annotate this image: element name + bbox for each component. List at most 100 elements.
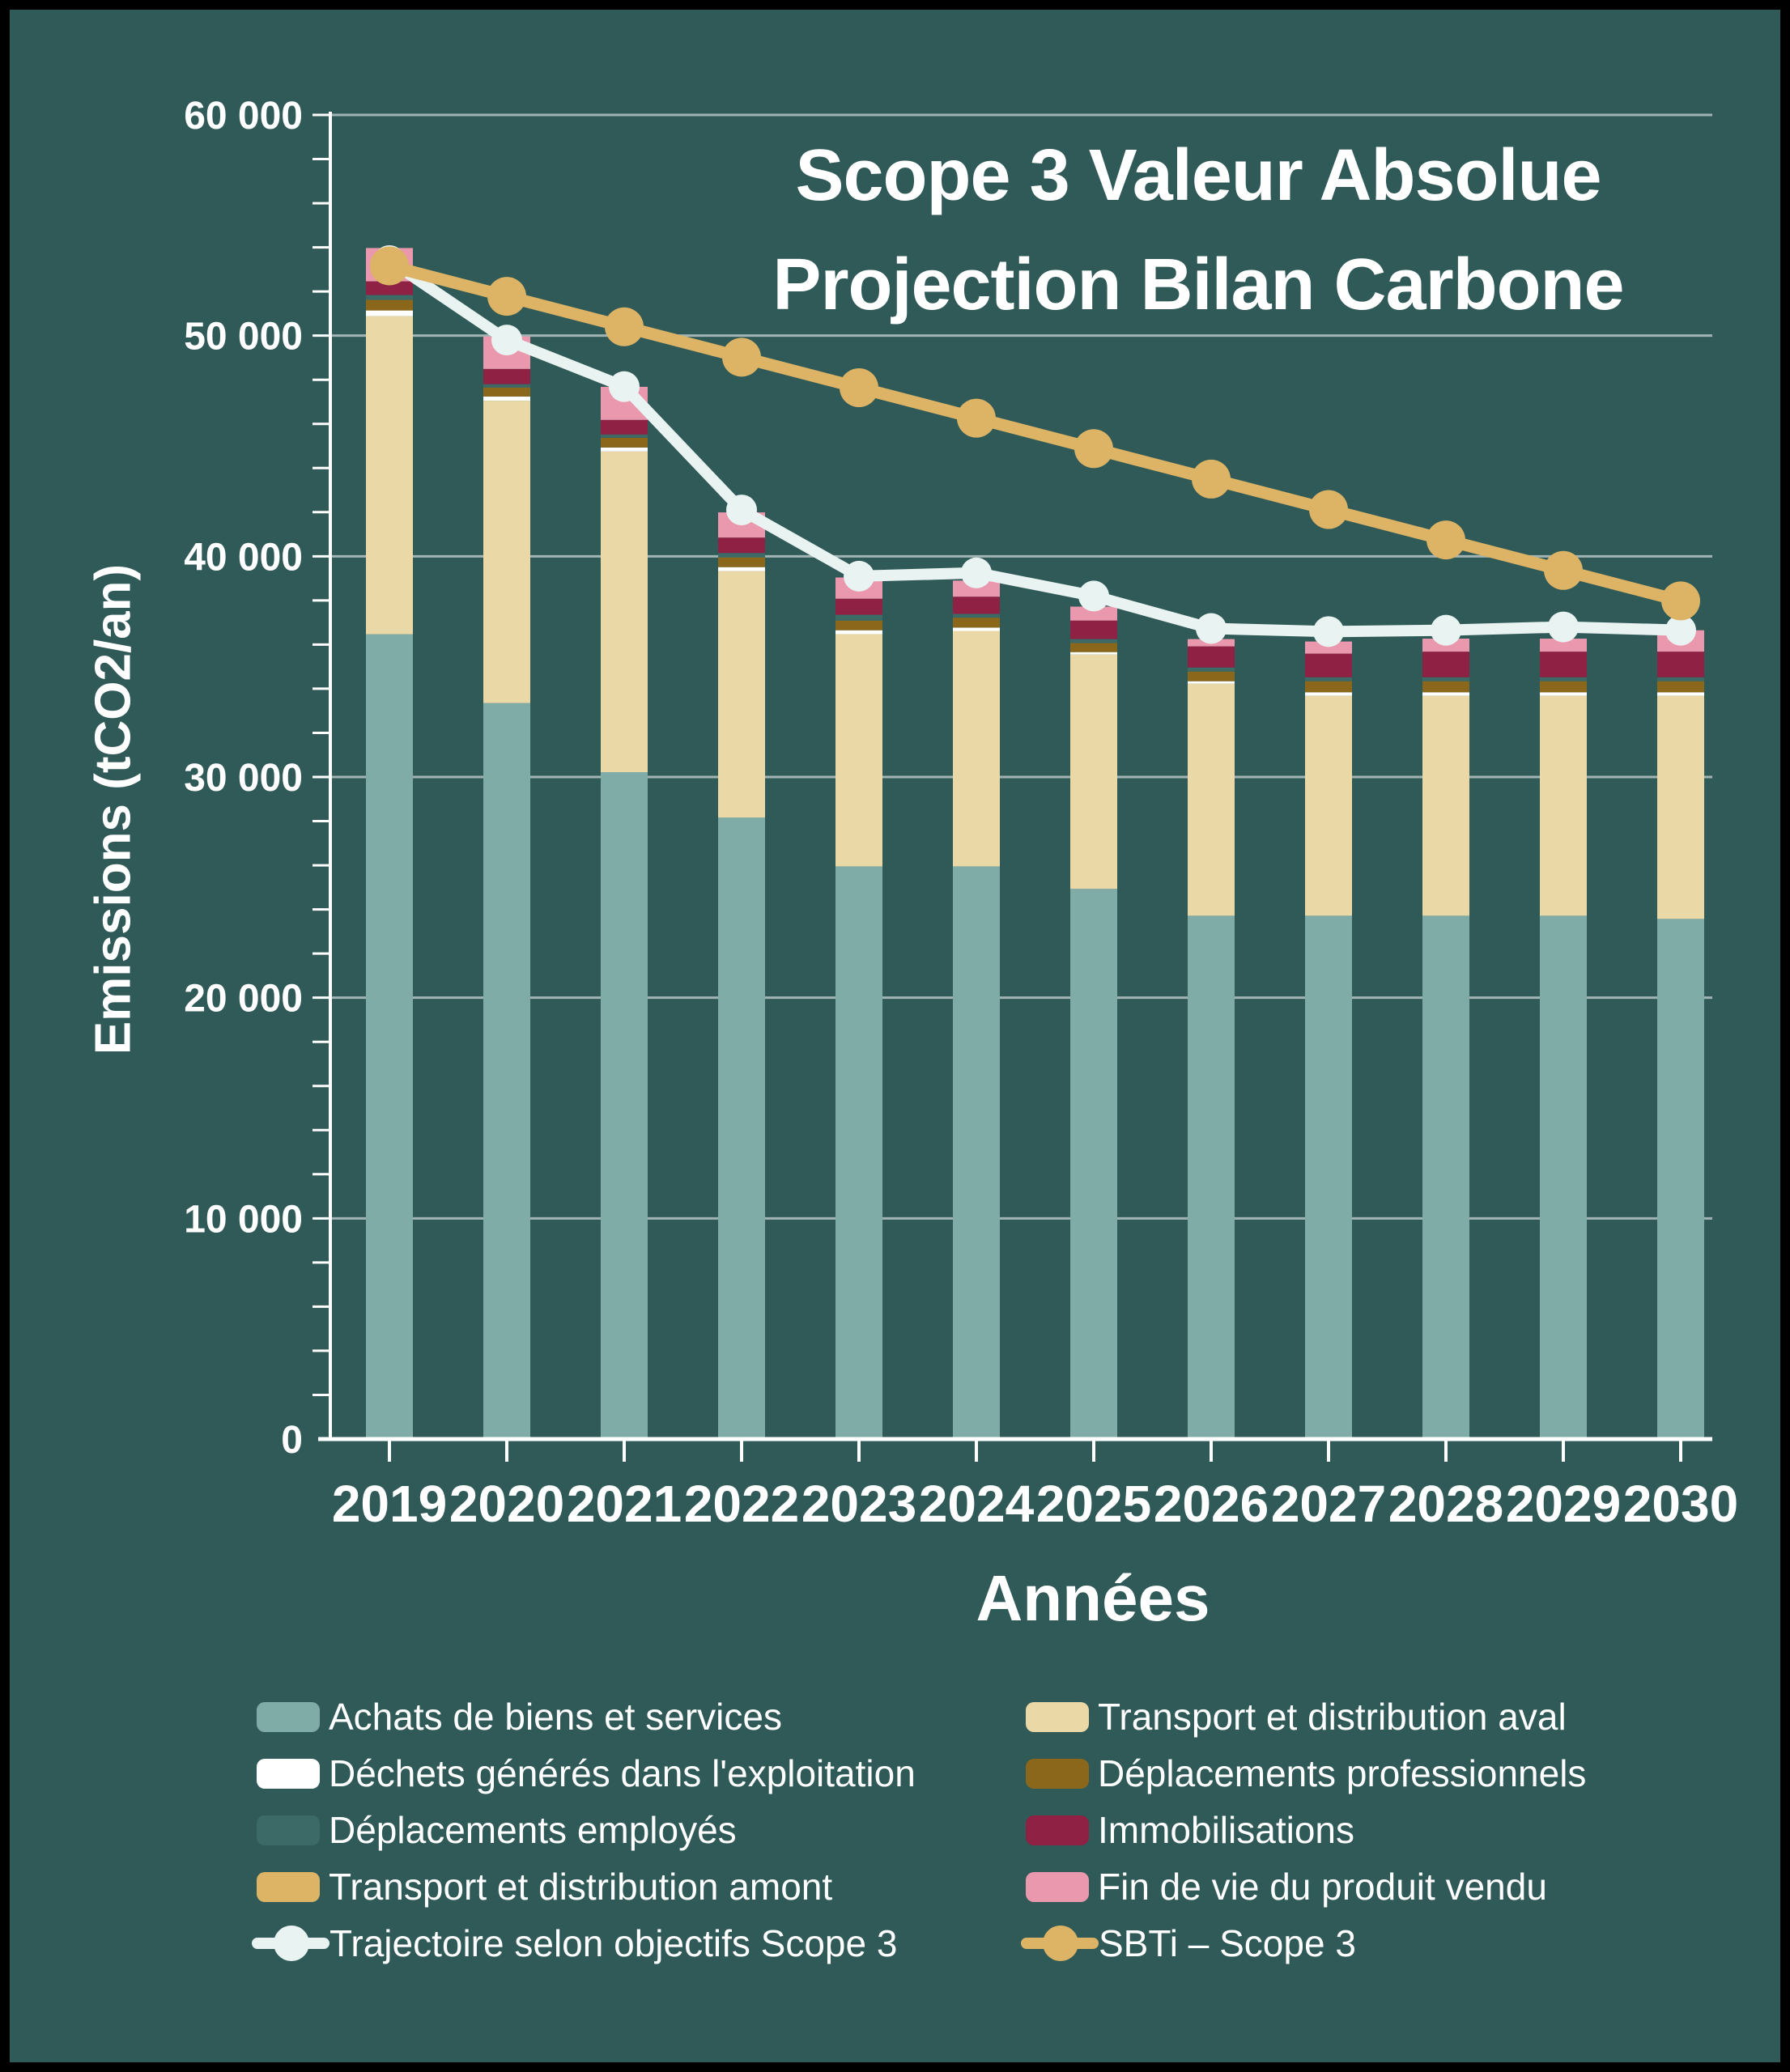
chart-title-line1: Scope 3 Valeur Absolue xyxy=(795,135,1601,216)
bar-segment xyxy=(483,703,530,1439)
bar-segment xyxy=(1540,692,1587,696)
bar-segment xyxy=(1070,643,1117,652)
series-marker xyxy=(726,495,757,526)
bar-segment xyxy=(601,419,648,435)
legend-label: Transport et distribution amont xyxy=(329,1866,833,1908)
chart-title-line2: Projection Bilan Carbone xyxy=(772,244,1624,325)
bar-segment xyxy=(1422,681,1469,693)
series-marker xyxy=(961,557,992,588)
bar-segment xyxy=(1657,692,1704,696)
series-marker xyxy=(1426,520,1465,560)
bar-segment xyxy=(1188,915,1235,1439)
y-tick-label: 40 000 xyxy=(184,536,303,579)
legend-item: Transport et distribution amont xyxy=(257,1858,916,1915)
legend-label: Fin de vie du produit vendu xyxy=(1098,1866,1547,1908)
bar-segment xyxy=(601,772,648,1439)
series-marker xyxy=(957,398,996,438)
bar-segment xyxy=(1540,639,1587,652)
bar-segment xyxy=(1657,652,1704,677)
bar-segment xyxy=(1540,915,1587,1439)
bar-segment xyxy=(1305,915,1352,1439)
legend-label: Transport et distribution aval xyxy=(1098,1696,1567,1738)
legend-item: SBTi – Scope 3 xyxy=(1021,1915,1586,1972)
y-tick-label: 0 xyxy=(281,1419,303,1462)
x-tick-label: 2021 xyxy=(567,1475,682,1533)
bar-segment xyxy=(1657,695,1704,919)
bar-segment xyxy=(835,866,882,1439)
bar-segment xyxy=(1305,692,1352,696)
legend-line-marker xyxy=(1021,1926,1099,1961)
bar-segment xyxy=(366,299,413,311)
y-axis-label: Emissions (tCO2/an) xyxy=(85,563,142,1055)
x-tick-label: 2022 xyxy=(684,1475,799,1533)
series-marker xyxy=(1661,581,1700,621)
x-axis-label: Années xyxy=(976,1562,1210,1634)
bar-segment xyxy=(1422,692,1469,696)
y-tick-label: 50 000 xyxy=(184,316,303,359)
y-tick-label: 30 000 xyxy=(184,757,303,800)
bar-segment xyxy=(1305,653,1352,677)
bar-segment xyxy=(1070,639,1117,643)
bar-segment xyxy=(953,614,1000,618)
legend-swatch xyxy=(257,1701,320,1732)
series-marker xyxy=(609,371,640,402)
bar-segment xyxy=(718,571,765,818)
legend-label: Achats de biens et services xyxy=(329,1696,782,1738)
bar-segment xyxy=(835,634,882,867)
bar-segment xyxy=(1188,646,1235,668)
bar-segment xyxy=(1422,677,1469,681)
bar-segment xyxy=(1540,652,1587,677)
bar-segment xyxy=(1188,671,1235,681)
bar-segment xyxy=(1070,889,1117,1439)
legend-item: Fin de vie du produit vendu xyxy=(1026,1858,1586,1915)
bar-segment xyxy=(1070,652,1117,655)
series-line xyxy=(383,260,1687,607)
legend-swatch xyxy=(257,1871,320,1902)
x-tick-label: 2023 xyxy=(801,1475,916,1533)
legend-label: Trajectoire selon objectifs Scope 3 xyxy=(330,1922,898,1964)
bar-segment xyxy=(1657,681,1704,693)
series-marker xyxy=(844,560,874,592)
legend-item: Déchets générés dans l'exploitation xyxy=(257,1745,916,1802)
legend-label: Déplacements professionnels xyxy=(1098,1752,1587,1794)
series-marker xyxy=(491,325,522,356)
series-marker xyxy=(1313,616,1344,648)
legend-swatch xyxy=(257,1815,320,1845)
bar-segment xyxy=(601,447,648,452)
bar-segment xyxy=(483,396,530,401)
y-tick-label: 60 000 xyxy=(184,95,303,138)
x-tick-label: 2027 xyxy=(1271,1475,1386,1533)
bar-segment xyxy=(1657,677,1704,681)
bar-segment xyxy=(366,316,413,635)
bar-segment xyxy=(718,557,765,567)
bar-segment xyxy=(483,401,530,703)
legend-label: Déchets générés dans l'exploitation xyxy=(329,1752,916,1794)
legend-line-marker xyxy=(252,1926,330,1961)
legend-item: Transport et distribution aval xyxy=(1026,1688,1586,1745)
bar-segment xyxy=(1188,681,1235,684)
series-marker xyxy=(1078,580,1109,612)
legend-label: Immobilisations xyxy=(1098,1809,1354,1851)
bar-segment xyxy=(1305,681,1352,693)
legend-swatch xyxy=(1026,1701,1089,1732)
series-marker xyxy=(840,368,878,408)
series-marker xyxy=(1544,550,1583,590)
x-tick-label: 2030 xyxy=(1623,1475,1738,1533)
x-tick-label: 2020 xyxy=(449,1475,564,1533)
bar-segment xyxy=(1422,915,1469,1439)
bar-segment xyxy=(953,597,1000,614)
bar-segment xyxy=(718,567,765,571)
bar-segment xyxy=(953,580,1000,597)
bar-segment xyxy=(1540,677,1587,681)
x-tick-label: 2028 xyxy=(1388,1475,1503,1533)
bar-segment xyxy=(718,817,765,1439)
bar-segment xyxy=(1305,641,1352,654)
bar-segment xyxy=(1070,654,1117,890)
x-tick-label: 2026 xyxy=(1154,1475,1269,1533)
bar-segment xyxy=(483,368,530,384)
bar-segment xyxy=(1305,677,1352,681)
x-tick-label: 2024 xyxy=(919,1475,1035,1533)
bar-segment xyxy=(953,631,1000,867)
legend-item: Achats de biens et services xyxy=(257,1688,916,1745)
bar-segment xyxy=(1540,695,1587,916)
